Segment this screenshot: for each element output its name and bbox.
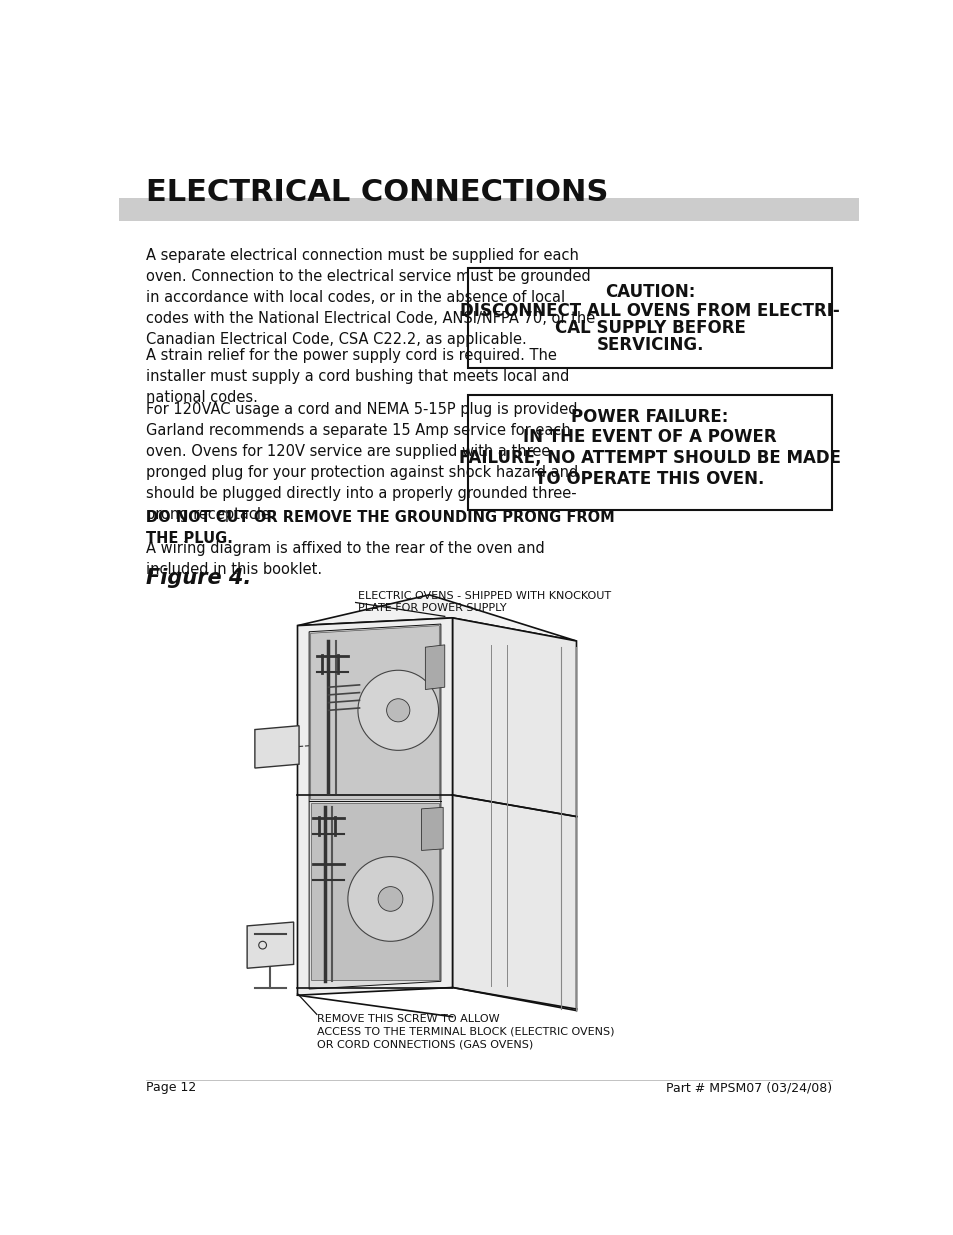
Polygon shape bbox=[311, 803, 439, 979]
Text: CAUTION:: CAUTION: bbox=[604, 283, 695, 301]
Text: For 120VAC usage a cord and NEMA 5-15P plug is provided.
Garland recommends a se: For 120VAC usage a cord and NEMA 5-15P p… bbox=[146, 403, 582, 522]
Text: Part # MPSM07 (03/24/08): Part # MPSM07 (03/24/08) bbox=[665, 1081, 831, 1094]
Text: REMOVE THIS SCREW TO ALLOW: REMOVE THIS SCREW TO ALLOW bbox=[316, 1014, 499, 1025]
Text: DO NOT CUT OR REMOVE THE GROUNDING PRONG FROM
THE PLUG.: DO NOT CUT OR REMOVE THE GROUNDING PRONG… bbox=[146, 510, 615, 546]
Text: PLATE FOR POWER SUPPLY: PLATE FOR POWER SUPPLY bbox=[357, 603, 506, 614]
Polygon shape bbox=[297, 595, 576, 641]
Text: TO OPERATE THIS OVEN.: TO OPERATE THIS OVEN. bbox=[535, 471, 764, 488]
Polygon shape bbox=[311, 626, 439, 799]
Text: SERVICING.: SERVICING. bbox=[596, 336, 703, 354]
Text: CAL SUPPLY BEFORE: CAL SUPPLY BEFORE bbox=[554, 319, 745, 337]
Polygon shape bbox=[297, 618, 452, 995]
Circle shape bbox=[348, 857, 433, 941]
Text: A separate electrical connection must be supplied for each
oven. Connection to t: A separate electrical connection must be… bbox=[146, 248, 595, 347]
Polygon shape bbox=[254, 726, 298, 768]
Text: Figure 4.: Figure 4. bbox=[146, 568, 252, 588]
Text: POWER FAILURE:: POWER FAILURE: bbox=[571, 409, 728, 426]
Text: A wiring diagram is affixed to the rear of the oven and
included in this booklet: A wiring diagram is affixed to the rear … bbox=[146, 541, 544, 577]
Bar bbox=[468, 268, 831, 368]
Text: ACCESS TO THE TERMINAL BLOCK (ELECTRIC OVENS): ACCESS TO THE TERMINAL BLOCK (ELECTRIC O… bbox=[316, 1026, 614, 1036]
Text: OR CORD CONNECTIONS (GAS OVENS): OR CORD CONNECTIONS (GAS OVENS) bbox=[316, 1039, 533, 1049]
Polygon shape bbox=[421, 808, 443, 851]
Bar bbox=[119, 199, 858, 221]
Text: ELECTRICAL CONNECTIONS: ELECTRICAL CONNECTIONS bbox=[146, 178, 608, 207]
Circle shape bbox=[386, 699, 410, 721]
Text: A strain relief for the power supply cord is required. The
installer must supply: A strain relief for the power supply cor… bbox=[146, 348, 569, 405]
Text: IN THE EVENT OF A POWER: IN THE EVENT OF A POWER bbox=[523, 427, 776, 446]
Text: DISCONNECT ALL OVENS FROM ELECTRI-: DISCONNECT ALL OVENS FROM ELECTRI- bbox=[459, 303, 840, 320]
Circle shape bbox=[357, 671, 438, 751]
Polygon shape bbox=[425, 645, 444, 689]
Polygon shape bbox=[309, 624, 440, 989]
Text: FAILURE, NO ATTEMPT SHOULD BE MADE: FAILURE, NO ATTEMPT SHOULD BE MADE bbox=[458, 448, 841, 467]
Text: ELECTRIC OVENS - SHIPPED WITH KNOCKOUT: ELECTRIC OVENS - SHIPPED WITH KNOCKOUT bbox=[357, 592, 611, 601]
Circle shape bbox=[377, 887, 402, 911]
Bar bbox=[468, 395, 831, 510]
Polygon shape bbox=[247, 923, 294, 968]
Text: Page 12: Page 12 bbox=[146, 1081, 196, 1094]
Polygon shape bbox=[452, 618, 576, 1010]
